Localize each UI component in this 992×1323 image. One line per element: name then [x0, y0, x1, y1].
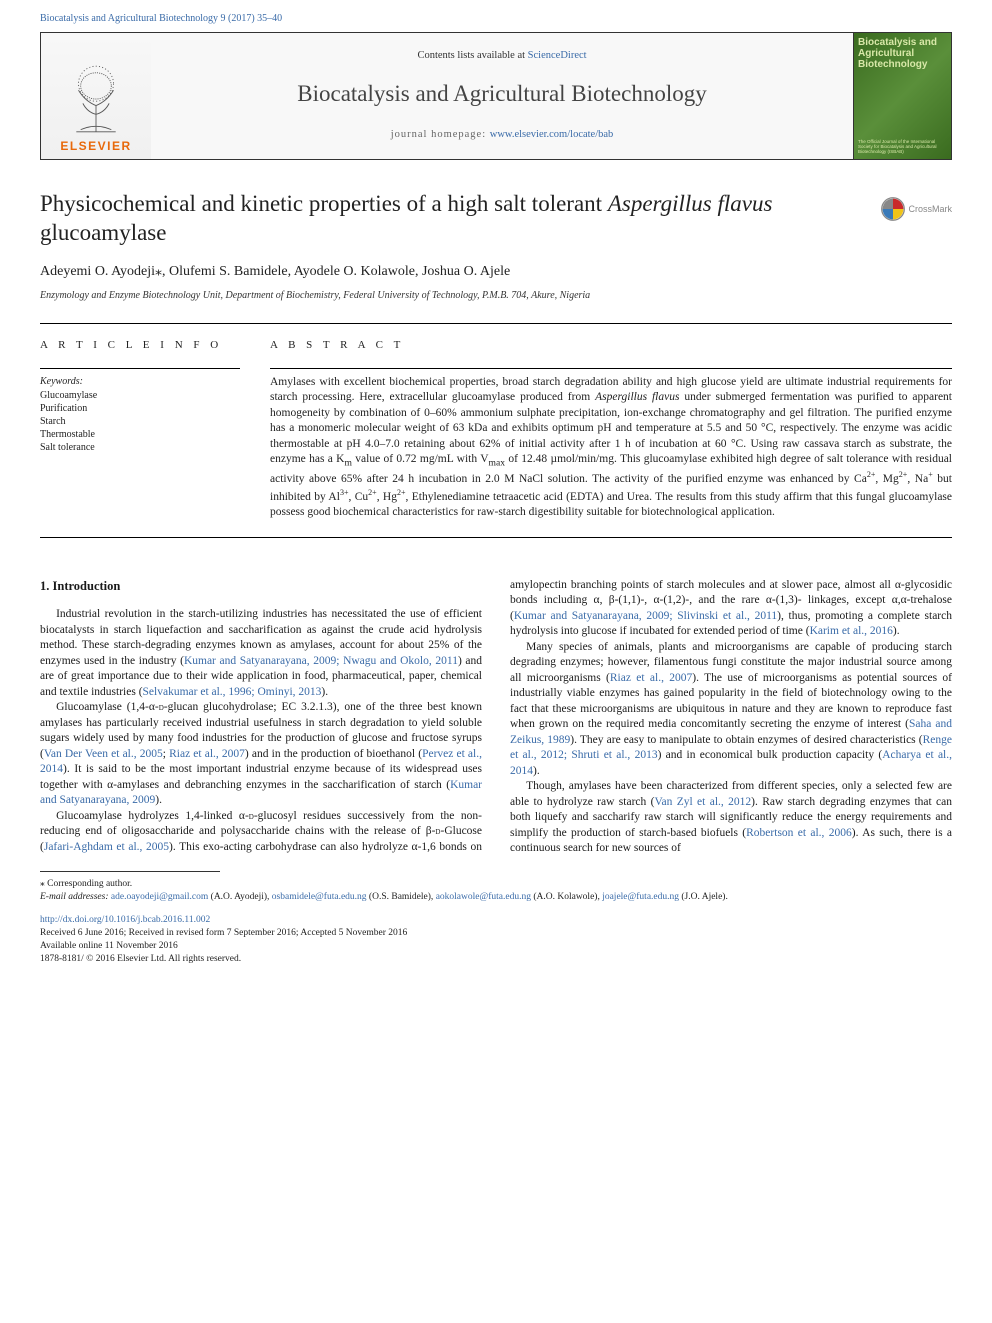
abs-sup: 3+: [340, 488, 349, 497]
abs-frag: , Hg: [377, 491, 397, 503]
body-paragraph: Though, amylases have been characterized…: [510, 779, 952, 857]
page-footer: ⁎ Corresponding author. E-mail addresses…: [0, 857, 992, 985]
abs-sup: 2+: [397, 488, 406, 497]
keywords-label: Keywords:: [40, 375, 240, 389]
abs-sub: m: [345, 458, 352, 469]
online-date: Available online 11 November 2016: [40, 940, 952, 953]
running-head: Biocatalysis and Agricultural Biotechnol…: [40, 13, 282, 24]
email-who: (A.O. Kolawole),: [531, 892, 602, 902]
intro-heading: 1. Introduction: [40, 578, 482, 596]
publisher-logo-block: ELSEVIER: [41, 33, 151, 159]
citation-link[interactable]: Jafari-Aghdam et al., 2005: [44, 841, 169, 853]
body-frag: ).: [893, 625, 900, 637]
citation-link[interactable]: Robertson et al., 2006: [746, 827, 852, 839]
abs-frag: , Cu: [349, 491, 369, 503]
article-title: Physicochemical and kinetic properties o…: [40, 190, 860, 248]
body-paragraph: Many species of animals, plants and micr…: [510, 640, 952, 780]
elsevier-tree-icon: [62, 64, 130, 134]
body-frag: Glucoamylase hydrolyzes 1,4-linked α-: [56, 810, 249, 822]
journal-title: Biocatalysis and Agricultural Biotechnol…: [297, 78, 706, 110]
email-who: (J.O. Ajele).: [679, 892, 728, 902]
copyright: 1878-8181/ © 2016 Elsevier Ltd. All righ…: [40, 953, 952, 966]
body-frag: ) and in economical bulk production capa…: [658, 749, 883, 761]
keyword: Purification: [40, 402, 240, 415]
keyword: Glucoamylase: [40, 389, 240, 402]
masthead-center: Contents lists available at ScienceDirec…: [151, 33, 853, 159]
abstract-head: A B S T R A C T: [270, 338, 952, 353]
body-frag: ).: [155, 794, 162, 806]
citation-link[interactable]: Riaz et al., 2007: [610, 672, 692, 684]
rule-bottom: [40, 537, 952, 538]
body-frag: Glucoamylase (1,4-α-: [56, 701, 159, 713]
citation-link[interactable]: Karim et al., 2016: [810, 625, 893, 637]
abs-sub: max: [489, 458, 506, 469]
abstract-text: Amylases with excellent biochemical prop…: [270, 369, 952, 521]
homepage-line: journal homepage: www.elsevier.com/locat…: [391, 128, 614, 143]
keywords-list: Glucoamylase Purification Starch Thermos…: [40, 389, 240, 454]
email-link[interactable]: osbamidele@futa.edu.ng: [272, 892, 367, 902]
homepage-prefix: journal homepage:: [391, 129, 490, 140]
journal-cover: Biocatalysis and Agricultural Biotechnol…: [853, 33, 951, 159]
body-frag: ). It is said to be the most important i…: [40, 763, 482, 791]
citation-link[interactable]: Selvakumar et al., 1996; Ominyi, 2013: [143, 686, 322, 698]
citation-link[interactable]: Riaz et al., 2007: [169, 748, 245, 760]
crossmark-icon: [880, 196, 906, 222]
abs-frag: , Mg: [875, 473, 898, 485]
email-who: (A.O. Ayodeji),: [208, 892, 272, 902]
masthead: ELSEVIER Contents lists available at Sci…: [40, 32, 952, 160]
crossmark-badge[interactable]: CrossMark: [880, 196, 952, 222]
dates-line: Received 6 June 2016; Received in revise…: [40, 927, 952, 940]
body-frag: ).: [321, 686, 328, 698]
title-part-c: glucoamylase: [40, 220, 166, 245]
cover-blurb: The Official Journal of the Internationa…: [858, 140, 947, 155]
keyword: Thermostable: [40, 428, 240, 441]
author-list: Adeyemi O. Ayodeji⁎, Olufemi S. Bamidele…: [40, 262, 952, 282]
contents-prefix: Contents lists available at: [417, 50, 527, 61]
title-part-a: Physicochemical and kinetic properties o…: [40, 191, 608, 216]
corresponding-author: ⁎ Corresponding author.: [40, 878, 952, 891]
title-species: Aspergillus flavus: [608, 191, 773, 216]
citation-link[interactable]: Van Der Veen et al., 2005: [44, 748, 163, 760]
email-link[interactable]: ade.oayodeji@gmail.com: [111, 892, 208, 902]
keyword: Starch: [40, 415, 240, 428]
affiliation: Enzymology and Enzyme Biotechnology Unit…: [40, 289, 952, 303]
cover-title: Biocatalysis and Agricultural Biotechnol…: [858, 37, 947, 70]
abstract-column: A B S T R A C T Amylases with excellent …: [270, 338, 952, 520]
footer-rule: [40, 871, 220, 872]
abs-species: Aspergillus flavus: [595, 391, 679, 403]
email-label: E-mail addresses:: [40, 892, 111, 902]
article-body: 1. Introduction Industrial revolution in…: [40, 578, 952, 857]
email-link[interactable]: aokolawole@futa.edu.ng: [436, 892, 531, 902]
citation-link[interactable]: Van Zyl et al., 2012: [654, 796, 751, 808]
body-frag: ). They are easy to manipulate to obtain…: [570, 734, 922, 746]
abs-frag: value of 0.72 mg/mL with V: [352, 453, 489, 465]
sciencedirect-link[interactable]: ScienceDirect: [528, 50, 587, 61]
keyword: Salt tolerance: [40, 441, 240, 454]
article-info-column: A R T I C L E I N F O Keywords: Glucoamy…: [40, 338, 240, 520]
citation-link[interactable]: Kumar and Satyanarayana, 2009; Nwagu and…: [184, 655, 458, 667]
email-line: E-mail addresses: ade.oayodeji@gmail.com…: [40, 891, 952, 904]
homepage-link[interactable]: www.elsevier.com/locate/bab: [490, 129, 614, 140]
email-who: (O.S. Bamidele),: [367, 892, 436, 902]
body-paragraph: Industrial revolution in the starch-util…: [40, 607, 482, 700]
email-link[interactable]: joajele@futa.edu.ng: [602, 892, 679, 902]
contents-list-line: Contents lists available at ScienceDirec…: [417, 49, 586, 64]
article-info-head: A R T I C L E I N F O: [40, 338, 240, 353]
elsevier-wordmark: ELSEVIER: [60, 138, 131, 155]
abs-sup: 2+: [368, 488, 377, 497]
doi-link[interactable]: http://dx.doi.org/10.1016/j.bcab.2016.11…: [40, 914, 952, 927]
body-frag: ).: [533, 765, 540, 777]
abs-frag: , Na: [907, 473, 928, 485]
crossmark-label: CrossMark: [908, 203, 952, 216]
citation-link[interactable]: Kumar and Satyanarayana, 2009; Slivinski…: [514, 610, 777, 622]
body-paragraph: Glucoamylase (1,4-α-d-glucan glucohydrol…: [40, 700, 482, 809]
body-frag: ) and in the production of bioethanol (: [245, 748, 422, 760]
